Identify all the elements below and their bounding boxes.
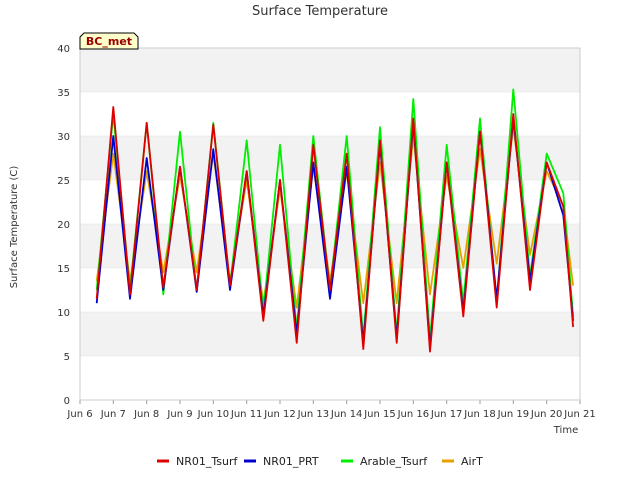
x-tick-label: Jun 15 xyxy=(363,409,396,420)
x-tick-label: Jun 20 xyxy=(530,409,563,420)
y-tick-label: 40 xyxy=(57,44,70,55)
y-tick-label: 25 xyxy=(57,176,70,187)
series-line-nr01-tsurf xyxy=(95,106,574,353)
y-tick-label: 15 xyxy=(57,264,70,275)
x-tick-label: Jun 14 xyxy=(330,409,363,420)
plot-border xyxy=(79,47,581,401)
series-lines xyxy=(95,88,574,353)
x-tick-label: Jun 8 xyxy=(133,409,159,420)
y-tick-label: 30 xyxy=(57,132,70,143)
chart-title: Surface Temperature xyxy=(252,4,388,19)
x-tick-label: Jun 21 xyxy=(563,409,596,420)
legend-label: NR01_Tsurf xyxy=(176,455,238,468)
x-tick-label: Jun 10 xyxy=(197,409,230,420)
grid-band xyxy=(80,48,580,92)
x-tick-label: Jun 16 xyxy=(397,409,430,420)
station-badge: BC_met xyxy=(79,32,139,50)
y-axis-title: Surface Temperature (C) xyxy=(9,166,20,289)
legend-label: AirT xyxy=(461,455,483,468)
grid-band xyxy=(80,136,580,180)
legend: NR01_Tsurf NR01_PRT Arable_Tsurf AirT xyxy=(157,455,483,468)
y-tick-label: 0 xyxy=(64,396,70,407)
x-tick-label: Jun 13 xyxy=(297,409,330,420)
x-tick-label: Jun 18 xyxy=(463,409,496,420)
x-tick-label: Jun 17 xyxy=(430,409,463,420)
x-tick-label: Jun 6 xyxy=(66,409,92,420)
y-tick-label: 5 xyxy=(64,352,70,363)
grid-bands xyxy=(80,48,580,356)
x-tick-label: Jun 9 xyxy=(166,409,192,420)
y-tick-label: 20 xyxy=(57,220,70,231)
x-axis-title: Time xyxy=(553,425,578,436)
legend-label: NR01_PRT xyxy=(263,455,319,468)
y-tick-label: 10 xyxy=(57,308,70,319)
grid-band xyxy=(80,312,580,356)
legend-label: Arable_Tsurf xyxy=(360,455,428,468)
y-tick-label: 35 xyxy=(57,88,70,99)
badge-box xyxy=(79,32,139,50)
x-tick-label: Jun 11 xyxy=(230,409,263,420)
badge-label: BC_met xyxy=(86,35,132,48)
x-tick-label: Jun 19 xyxy=(497,409,530,420)
x-tick-label: Jun 12 xyxy=(263,409,296,420)
x-tick-label: Jun 7 xyxy=(100,409,126,420)
x-axis-ticks: Jun 6 Jun 7 Jun 8 Jun 9 Jun 10 Jun 11 Jun 12 Ju… xyxy=(66,400,596,420)
